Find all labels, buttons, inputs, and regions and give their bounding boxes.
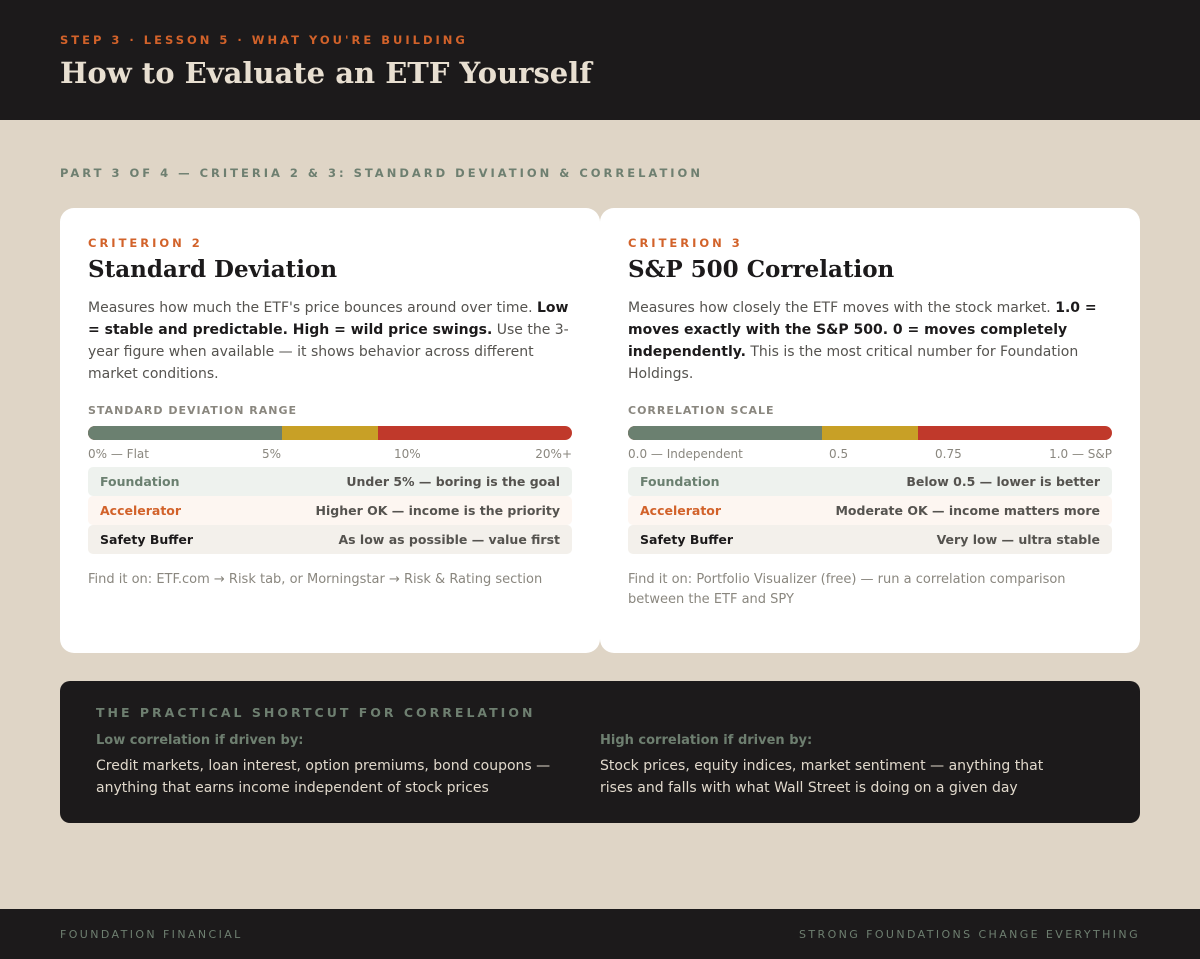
criterion-card-standard-deviation: CRITERION 2 Standard Deviation Measures … [60, 208, 600, 653]
criterion-description: Measures how much the ETF's price bounce… [88, 297, 572, 385]
row-safety-buffer: Safety Buffer As low as possible — value… [88, 525, 572, 554]
row-foundation: Foundation Under 5% — boring is the goal [88, 467, 572, 496]
row-value: As low as possible — value first [338, 532, 560, 547]
row-value: Under 5% — boring is the goal [346, 474, 560, 489]
range-ticks: 0% — Flat 5% 10% 20%+ [88, 446, 572, 462]
criterion-label: CRITERION 3 [628, 236, 743, 250]
part-label: PART 3 OF 4 — CRITERIA 2 & 3: STANDARD D… [60, 166, 703, 180]
footer-tagline: STRONG FOUNDATIONS CHANGE EVERYTHING [799, 927, 1140, 941]
range-tick: 0.0 — Independent [628, 447, 743, 461]
low-correlation-text: Credit markets, loan interest, option pr… [96, 758, 551, 796]
row-name: Safety Buffer [100, 532, 194, 547]
range-segment-low [628, 426, 822, 440]
low-correlation-column: Low correlation if driven by: Credit mar… [96, 733, 566, 799]
range-label: CORRELATION SCALE [628, 404, 775, 417]
find-it-note: Find it on: ETF.com → Risk tab, or Morni… [88, 572, 543, 587]
range-segment-mid [822, 426, 918, 440]
row-value: Very low — ultra stable [936, 532, 1100, 547]
row-name: Accelerator [640, 503, 722, 518]
range-tick: 0.5 [829, 447, 849, 461]
row-name: Foundation [100, 474, 180, 489]
find-it-note: Find it on: Portfolio Visualizer (free) … [628, 572, 1066, 607]
description-text: Use the 3-year figure when available — i… [88, 322, 569, 382]
high-correlation-heading: High correlation if driven by: [600, 733, 813, 748]
range-segment-mid [282, 426, 378, 440]
criterion-label: CRITERION 2 [88, 236, 203, 250]
criterion-title: S&P 500 Correlation [628, 256, 895, 283]
row-value: Higher OK — income is the priority [315, 503, 560, 518]
page-header: STEP 3 · LESSON 5 · WHAT YOU'RE BUILDING… [0, 0, 1200, 120]
low-correlation-heading: Low correlation if driven by: [96, 733, 304, 748]
range-segment-low [88, 426, 282, 440]
description-text: Measures how much the ETF's price bounce… [88, 300, 538, 316]
high-correlation-column: High correlation if driven by: Stock pri… [600, 733, 1070, 799]
row-accelerator: Accelerator Higher OK — income is the pr… [88, 496, 572, 525]
description-emphasis: 1.0 = moves exactly with the S&P 500. 0 … [628, 300, 1097, 360]
lesson-eyebrow: STEP 3 · LESSON 5 · WHAT YOU'RE BUILDING [60, 33, 468, 47]
range-tick: 5% [262, 447, 282, 461]
row-name: Foundation [640, 474, 720, 489]
page-footer: FOUNDATION FINANCIAL STRONG FOUNDATIONS … [0, 909, 1200, 959]
range-ticks: 0.0 — Independent 0.5 0.75 1.0 — S&P [628, 446, 1112, 462]
shortcut-title: THE PRACTICAL SHORTCUT FOR CORRELATION [96, 705, 536, 720]
practical-shortcut-panel: THE PRACTICAL SHORTCUT FOR CORRELATION L… [60, 681, 1140, 823]
range-tick: 10% [394, 447, 421, 461]
row-name: Accelerator [100, 503, 182, 518]
portfolio-rows: Foundation Under 5% — boring is the goal… [88, 467, 572, 554]
row-value: Below 0.5 — lower is better [906, 474, 1100, 489]
range-tick: 0% — Flat [88, 447, 149, 461]
row-safety-buffer: Safety Buffer Very low — ultra stable [628, 525, 1112, 554]
row-name: Safety Buffer [640, 532, 734, 547]
row-accelerator: Accelerator Moderate OK — income matters… [628, 496, 1112, 525]
criterion-card-correlation: CRITERION 3 S&P 500 Correlation Measures… [600, 208, 1140, 653]
description-emphasis: Low = stable and predictable. High = wil… [88, 300, 569, 338]
high-correlation-text: Stock prices, equity indices, market sen… [600, 758, 1044, 796]
criterion-title: Standard Deviation [88, 256, 338, 283]
range-tick: 20%+ [535, 447, 572, 461]
range-bar [628, 426, 1112, 440]
row-value: Moderate OK — income matters more [835, 503, 1100, 518]
portfolio-rows: Foundation Below 0.5 — lower is better A… [628, 467, 1112, 554]
page-title: How to Evaluate an ETF Yourself [60, 56, 592, 90]
description-text: Measures how closely the ETF moves with … [628, 300, 1056, 316]
range-tick: 1.0 — S&P [1049, 447, 1112, 461]
range-tick: 0.75 [935, 447, 962, 461]
range-bar [88, 426, 572, 440]
footer-brand: FOUNDATION FINANCIAL [60, 927, 243, 941]
criterion-description: Measures how closely the ETF moves with … [628, 297, 1112, 385]
description-text: This is the most critical number for Fou… [628, 344, 1079, 382]
row-foundation: Foundation Below 0.5 — lower is better [628, 467, 1112, 496]
range-label: STANDARD DEVIATION RANGE [88, 404, 297, 417]
